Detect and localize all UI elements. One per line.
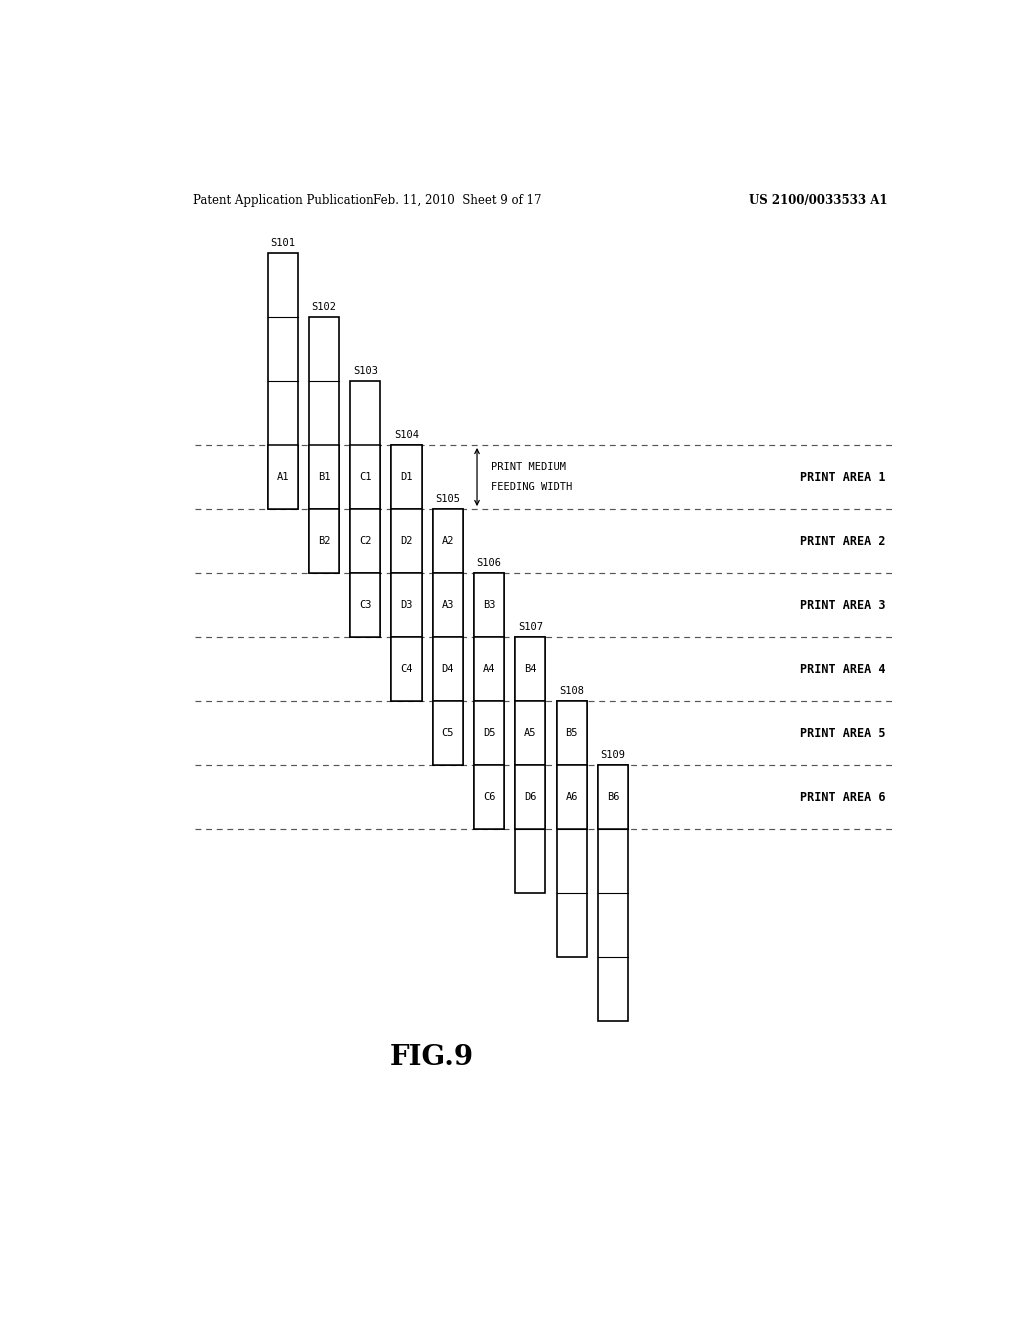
Bar	[350, 510, 380, 573]
Text: C1: C1	[359, 473, 372, 482]
Text: D6: D6	[524, 792, 537, 803]
Text: B3: B3	[483, 601, 496, 610]
Text: D4: D4	[441, 664, 454, 675]
Bar	[433, 510, 463, 766]
Text: C5: C5	[441, 729, 454, 738]
Bar	[309, 510, 339, 573]
Text: S105: S105	[435, 494, 461, 504]
Bar	[556, 701, 587, 957]
Bar	[433, 638, 463, 701]
Text: B6: B6	[606, 792, 620, 803]
Bar	[309, 317, 339, 573]
Text: Feb. 11, 2010  Sheet 9 of 17: Feb. 11, 2010 Sheet 9 of 17	[373, 194, 542, 206]
Text: US 2100/0033533 A1: US 2100/0033533 A1	[750, 194, 888, 206]
Text: A1: A1	[276, 473, 289, 482]
Text: PRINT AREA 6: PRINT AREA 6	[801, 791, 886, 804]
Text: PRINT AREA 4: PRINT AREA 4	[801, 663, 886, 676]
Text: D5: D5	[483, 729, 496, 738]
Text: A2: A2	[441, 536, 454, 546]
Text: PRINT AREA 1: PRINT AREA 1	[801, 470, 886, 483]
Bar	[309, 445, 339, 510]
Text: S101: S101	[270, 238, 295, 248]
Text: B1: B1	[317, 473, 331, 482]
Text: C3: C3	[359, 601, 372, 610]
Text: S103: S103	[353, 366, 378, 376]
Text: PRINT AREA 5: PRINT AREA 5	[801, 727, 886, 739]
Text: PRINT MEDIUM: PRINT MEDIUM	[492, 462, 566, 473]
Text: S107: S107	[518, 622, 543, 632]
Bar	[391, 638, 422, 701]
Text: A5: A5	[524, 729, 537, 738]
Text: A3: A3	[441, 601, 454, 610]
Text: C6: C6	[483, 792, 496, 803]
Bar	[474, 638, 504, 701]
Text: A6: A6	[565, 792, 578, 803]
Bar	[267, 445, 298, 510]
Text: S109: S109	[600, 750, 626, 760]
Text: PRINT AREA 3: PRINT AREA 3	[801, 598, 886, 611]
Text: Patent Application Publication: Patent Application Publication	[194, 194, 374, 206]
Text: A4: A4	[483, 664, 496, 675]
Text: FIG.9: FIG.9	[390, 1044, 474, 1072]
Text: S104: S104	[394, 430, 419, 440]
Bar	[391, 445, 422, 510]
Bar	[474, 766, 504, 829]
Bar	[515, 701, 546, 766]
Bar	[433, 573, 463, 638]
Text: B4: B4	[524, 664, 537, 675]
Bar	[350, 381, 380, 638]
Text: D2: D2	[400, 536, 413, 546]
Text: PRINT AREA 2: PRINT AREA 2	[801, 535, 886, 548]
Bar	[598, 766, 628, 1022]
Text: D3: D3	[400, 601, 413, 610]
Bar	[515, 638, 546, 894]
Bar	[391, 510, 422, 573]
Bar	[267, 253, 298, 510]
Bar	[433, 701, 463, 766]
Text: S108: S108	[559, 686, 584, 696]
Text: B2: B2	[317, 536, 331, 546]
Text: FEEDING WIDTH: FEEDING WIDTH	[492, 482, 572, 491]
Text: S106: S106	[476, 558, 502, 568]
Text: D1: D1	[400, 473, 413, 482]
Text: C2: C2	[359, 536, 372, 546]
Bar	[556, 701, 587, 766]
Bar	[433, 510, 463, 573]
Bar	[474, 573, 504, 638]
Bar	[474, 701, 504, 766]
Bar	[474, 573, 504, 829]
Bar	[391, 573, 422, 638]
Bar	[350, 445, 380, 510]
Bar	[515, 638, 546, 701]
Text: C4: C4	[400, 664, 413, 675]
Bar	[515, 766, 546, 829]
Bar	[556, 766, 587, 829]
Bar	[350, 573, 380, 638]
Bar	[598, 766, 628, 829]
Bar	[391, 445, 422, 701]
Text: B5: B5	[565, 729, 578, 738]
Text: S102: S102	[311, 302, 337, 312]
